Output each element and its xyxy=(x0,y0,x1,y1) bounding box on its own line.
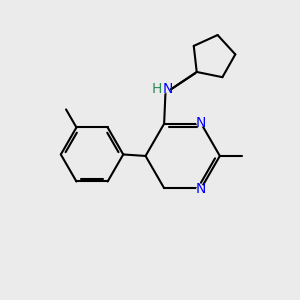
Ellipse shape xyxy=(152,85,168,94)
Ellipse shape xyxy=(197,186,206,193)
Text: N: N xyxy=(196,182,206,196)
Text: N: N xyxy=(196,116,206,130)
Ellipse shape xyxy=(197,119,206,126)
Text: N: N xyxy=(163,82,173,96)
Text: H: H xyxy=(152,82,163,96)
